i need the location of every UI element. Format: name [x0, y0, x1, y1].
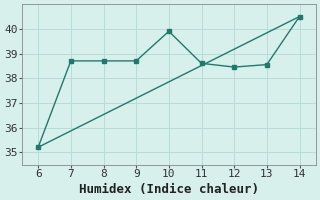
X-axis label: Humidex (Indice chaleur): Humidex (Indice chaleur) — [79, 183, 259, 196]
